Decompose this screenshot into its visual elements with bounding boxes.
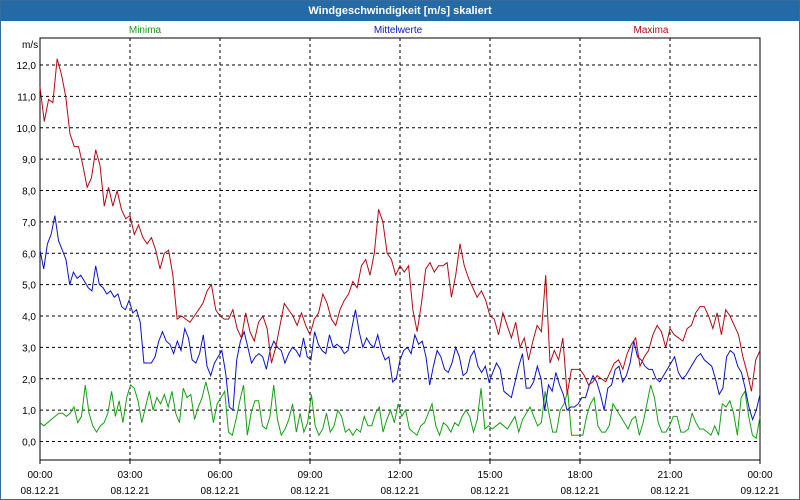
x-tick-time: 18:00 bbox=[567, 470, 592, 481]
y-axis-unit: m/s bbox=[22, 40, 38, 51]
legend-entry-maxima: Maxima bbox=[633, 25, 668, 36]
x-tick-time: 06:00 bbox=[207, 470, 232, 481]
x-tick-time: 00:00 bbox=[747, 470, 772, 481]
y-tick-label: 10,0 bbox=[17, 124, 37, 135]
legend-entry-minima: Minima bbox=[129, 25, 162, 36]
legend: Minima Mittelwerte Maxima bbox=[129, 25, 669, 36]
x-tick-time: 21:00 bbox=[657, 470, 682, 481]
x-tick-date: 08.12.21 bbox=[201, 486, 240, 497]
x-tick-date: 08.12.21 bbox=[471, 486, 510, 497]
x-tick-date: 09.12.21 bbox=[741, 486, 780, 497]
x-tick-date: 08.12.21 bbox=[381, 486, 420, 497]
y-tick-label: 6,0 bbox=[22, 249, 36, 260]
y-tick-labels: 0,0 1,0 2,0 3,0 4,0 5,0 6,0 7,0 8,0 9,0 10,0 11,0 12… bbox=[17, 61, 37, 449]
y-tick-label: 12,0 bbox=[17, 61, 37, 72]
x-tick-date: 08.12.21 bbox=[651, 486, 690, 497]
y-tick-label: 0,0 bbox=[22, 438, 36, 449]
x-tick-time: 09:00 bbox=[297, 470, 322, 481]
series-line-mittelwerte bbox=[39, 215, 761, 422]
series-line-minima bbox=[39, 381, 761, 440]
series-line-maxima bbox=[39, 58, 761, 395]
grid-lines bbox=[39, 38, 761, 464]
y-tick-label: 7,0 bbox=[22, 218, 36, 229]
x-tick-time: 03:00 bbox=[117, 470, 142, 481]
legend-entry-mittelwerte: Mittelwerte bbox=[374, 25, 423, 36]
x-tick-date: 08.12.21 bbox=[291, 486, 330, 497]
y-tick-label: 9,0 bbox=[22, 155, 36, 166]
x-tick-labels: 00:00 08.12.21 03:00 08.12.21 06:00 08.12.21 0… bbox=[21, 470, 780, 497]
x-tick-date: 08.12.21 bbox=[561, 486, 600, 497]
x-tick-date: 08.12.21 bbox=[111, 486, 150, 497]
y-tick-label: 4,0 bbox=[22, 312, 36, 323]
x-tick-time: 00:00 bbox=[27, 470, 52, 481]
y-tick-label: 8,0 bbox=[22, 187, 36, 198]
y-tick-label: 5,0 bbox=[22, 281, 36, 292]
x-tick-date: 08.12.21 bbox=[21, 486, 60, 497]
y-tick-label: 3,0 bbox=[22, 343, 36, 354]
y-tick-label: 1,0 bbox=[22, 406, 36, 417]
y-tick-label: 11,0 bbox=[17, 92, 36, 103]
x-tick-time: 12:00 bbox=[387, 470, 412, 481]
window-title: Windgeschwindigkeit [m/s] skaliert bbox=[1, 1, 799, 21]
series-lines bbox=[39, 58, 761, 440]
y-tick-label: 2,0 bbox=[22, 375, 36, 386]
x-tick-time: 15:00 bbox=[477, 470, 502, 481]
